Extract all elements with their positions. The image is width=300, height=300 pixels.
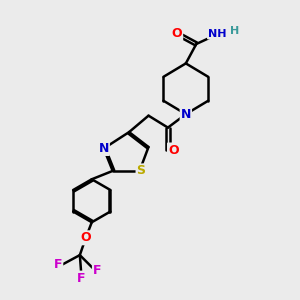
Text: O: O bbox=[80, 231, 91, 244]
Text: F: F bbox=[54, 258, 62, 271]
Text: F: F bbox=[77, 272, 86, 285]
Text: S: S bbox=[136, 164, 146, 177]
Text: O: O bbox=[172, 27, 182, 40]
Text: N: N bbox=[181, 108, 191, 121]
Text: O: O bbox=[168, 143, 178, 157]
Text: H: H bbox=[230, 26, 239, 37]
Text: NH: NH bbox=[208, 28, 226, 38]
Text: N: N bbox=[98, 142, 109, 155]
Text: F: F bbox=[93, 263, 101, 277]
